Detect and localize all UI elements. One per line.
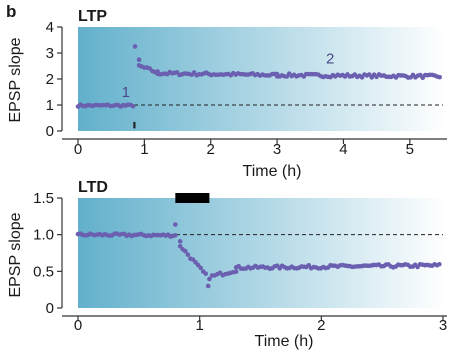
ltp-data-point: [132, 44, 138, 49]
ltp-annotation: 2: [326, 50, 334, 67]
ltp-title: LTP: [78, 8, 107, 25]
ltd-title: LTD: [78, 179, 108, 196]
ltp-x-tick-label: 5: [406, 141, 414, 158]
ltd-data-point: [173, 222, 178, 227]
ltd-data-point: [173, 232, 178, 238]
ltp-x-axis-label: Time (h): [243, 163, 302, 180]
ltd-y-axis-label: EPSP slope: [7, 212, 24, 297]
ltp-y-axis-label: EPSP slope: [7, 37, 24, 122]
ltd-x-tick-label: 0: [74, 317, 82, 334]
ltp-y-tick-label: 4: [46, 19, 54, 36]
ltd-panel: LTD EPSP slope Time (h) 0 0.5 1.0 1.5 0 1 2 3: [7, 179, 447, 350]
ltp-x-tick-label: 4: [339, 141, 347, 158]
ltd-data-point: [205, 283, 211, 289]
ltd-y-tick-label: 0.5: [33, 263, 54, 280]
ltd-data-point: [233, 269, 239, 274]
ltd-plot-background: [78, 198, 447, 308]
ltd-y-tick-label: 1.5: [33, 190, 54, 207]
ltd-x-axis-label: Time (h): [255, 333, 314, 350]
ltd-data-point: [203, 271, 209, 276]
ltd-data-point: [185, 252, 191, 257]
ltd-data-point: [198, 265, 203, 271]
ltp-y-tick-label: 2: [46, 71, 54, 88]
panel-letter: b: [6, 2, 16, 21]
ltp-data-point: [136, 57, 142, 62]
ltd-stimulus-bar: [175, 193, 210, 203]
ltd-data-point: [177, 239, 183, 244]
ltp-y-tick-label: 0: [46, 123, 54, 140]
ltd-y-tick-label: 1.0: [33, 227, 54, 244]
ltp-plot-background: [78, 27, 447, 131]
ltd-y-tick-label: 0: [46, 300, 54, 317]
ltp-x-tick-label: 2: [207, 141, 215, 158]
ltp-y-tick-label: 1: [46, 97, 54, 114]
ltd-x-tick-label: 2: [317, 317, 325, 334]
ltp-data-point: [130, 104, 136, 109]
ltd-data-point: [177, 243, 183, 249]
ltd-data-point: [207, 276, 212, 282]
ltd-x-tick-label: 1: [195, 317, 203, 334]
ltp-data-point: [437, 74, 442, 80]
ltd-data-point: [437, 261, 442, 267]
ltp-x-tick-label: 1: [140, 141, 148, 158]
ltp-x-tick-label: 0: [74, 141, 82, 158]
ltp-panel: LTP EPSP slope Time (h) 0 1 2 3 4 0 1 2 3 4 5 1 2: [7, 8, 447, 180]
ltp-y-tick-label: 3: [46, 45, 54, 62]
ltd-x-tick-label: 3: [439, 317, 447, 334]
ltd-data-point: [183, 248, 188, 254]
ltp-x-tick-label: 3: [273, 141, 281, 158]
ltp-annotation: 1: [122, 84, 130, 101]
